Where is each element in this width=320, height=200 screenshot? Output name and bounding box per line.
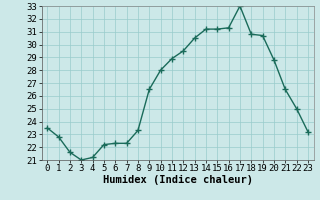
X-axis label: Humidex (Indice chaleur): Humidex (Indice chaleur) (103, 175, 252, 185)
